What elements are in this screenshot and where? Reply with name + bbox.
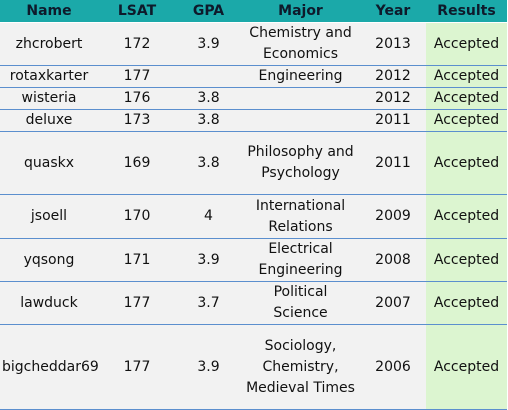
column-header-lsat: LSAT xyxy=(98,0,176,23)
table-row: wisteria 176 3.8 2012 Accepted xyxy=(0,87,507,110)
name-cell: zhcrobert xyxy=(0,22,98,66)
gpa-cell xyxy=(176,65,241,88)
lsat-cell: 169 xyxy=(98,131,176,195)
lsat-cell: 176 xyxy=(98,87,176,110)
lsat-cell: 177 xyxy=(98,65,176,88)
gpa-cell: 3.9 xyxy=(176,324,241,410)
year-cell: 2009 xyxy=(360,194,426,239)
gpa-cell: 3.7 xyxy=(176,281,241,325)
gpa-cell: 3.8 xyxy=(176,109,241,132)
major-cell xyxy=(241,87,360,110)
year-cell: 2008 xyxy=(360,238,426,282)
lsat-cell: 172 xyxy=(98,22,176,66)
name-cell: yqsong xyxy=(0,238,98,282)
year-cell: 2012 xyxy=(360,65,426,88)
result-cell: Accepted xyxy=(426,131,507,195)
major-cell: International Relations xyxy=(241,194,360,239)
table-row: bigcheddar69 177 3.9 Sociology, Chemistr… xyxy=(0,324,507,410)
lsat-cell: 173 xyxy=(98,109,176,132)
name-cell: quaskx xyxy=(0,131,98,195)
lsat-cell: 177 xyxy=(98,281,176,325)
result-cell: Accepted xyxy=(426,87,507,110)
gpa-cell: 3.9 xyxy=(176,22,241,66)
result-cell: Accepted xyxy=(426,22,507,66)
major-cell: Engineering xyxy=(241,65,360,88)
year-cell: 2007 xyxy=(360,281,426,325)
major-cell: Sociology, Chemistry, Medieval Times xyxy=(241,324,360,410)
year-cell: 2011 xyxy=(360,109,426,132)
result-cell: Accepted xyxy=(426,281,507,325)
major-cell: Chemistry and Economics xyxy=(241,22,360,66)
column-header-gpa: GPA xyxy=(176,0,241,23)
gpa-cell: 3.9 xyxy=(176,238,241,282)
lsat-cell: 170 xyxy=(98,194,176,239)
year-cell: 2006 xyxy=(360,324,426,410)
name-cell: lawduck xyxy=(0,281,98,325)
gpa-cell: 4 xyxy=(176,194,241,239)
lsat-cell: 177 xyxy=(98,324,176,410)
table-row: deluxe 173 3.8 2011 Accepted xyxy=(0,109,507,132)
table-row: yqsong 171 3.9 Electrical Engineering 20… xyxy=(0,238,507,282)
year-cell: 2012 xyxy=(360,87,426,110)
header-row: Name LSAT GPA Major Year Results xyxy=(0,0,507,23)
result-cell: Accepted xyxy=(426,109,507,132)
gpa-cell: 3.8 xyxy=(176,87,241,110)
table-row: jsoell 170 4 International Relations 200… xyxy=(0,194,507,239)
result-cell: Accepted xyxy=(426,194,507,239)
column-header-results: Results xyxy=(426,0,507,23)
result-cell: Accepted xyxy=(426,238,507,282)
major-cell xyxy=(241,109,360,132)
lsat-cell: 171 xyxy=(98,238,176,282)
major-cell: Electrical Engineering xyxy=(241,238,360,282)
name-cell: wisteria xyxy=(0,87,98,110)
gpa-cell: 3.8 xyxy=(176,131,241,195)
name-cell: deluxe xyxy=(0,109,98,132)
year-cell: 2011 xyxy=(360,131,426,195)
result-cell: Accepted xyxy=(426,65,507,88)
column-header-major: Major xyxy=(241,0,360,23)
major-cell: Philosophy and Psychology xyxy=(241,131,360,195)
name-cell: rotaxkarter xyxy=(0,65,98,88)
table-row: rotaxkarter 177 Engineering 2012 Accepte… xyxy=(0,65,507,88)
table-row: quaskx 169 3.8 Philosophy and Psychology… xyxy=(0,131,507,195)
name-cell: jsoell xyxy=(0,194,98,239)
column-header-year: Year xyxy=(360,0,426,23)
year-cell: 2013 xyxy=(360,22,426,66)
major-cell: Political Science xyxy=(241,281,360,325)
result-cell: Accepted xyxy=(426,324,507,410)
name-cell: bigcheddar69 xyxy=(0,324,98,410)
column-header-name: Name xyxy=(0,0,98,23)
table-row: lawduck 177 3.7 Political Science 2007 A… xyxy=(0,281,507,325)
table-row: zhcrobert 172 3.9 Chemistry and Economic… xyxy=(0,22,507,66)
